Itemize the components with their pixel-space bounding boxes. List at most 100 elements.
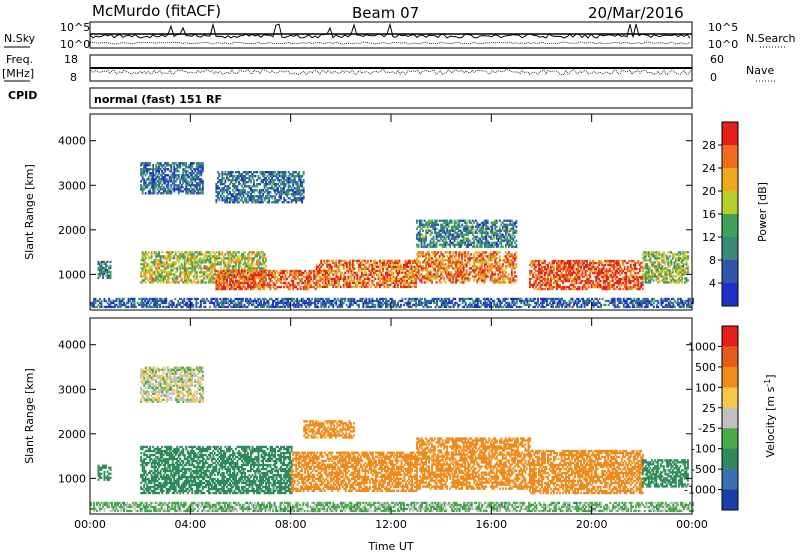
power-cell [197, 184, 200, 187]
power-cell [174, 267, 177, 270]
power-cell [197, 178, 200, 181]
power-cell [371, 283, 374, 286]
power-cell [222, 269, 225, 273]
power-cell [227, 171, 230, 174]
power-cell [150, 192, 153, 195]
power-cell [221, 181, 224, 184]
power-cell [417, 239, 420, 242]
power-cell [229, 281, 231, 285]
power-cell [317, 269, 320, 272]
power-cell [315, 269, 318, 272]
power-cell [302, 197, 305, 200]
power-cell [444, 225, 447, 228]
power-cell [563, 277, 566, 281]
power-cell [566, 267, 569, 271]
power-cell [278, 273, 281, 277]
power-cell [632, 267, 635, 271]
power-cell [470, 253, 473, 256]
power-cell [164, 168, 167, 171]
power-cell [191, 176, 194, 179]
power-cell [253, 183, 255, 186]
power-cell [417, 277, 420, 280]
power-cell [232, 177, 234, 180]
power-cell [611, 263, 614, 267]
power-cell [407, 283, 410, 286]
power-cell [262, 283, 264, 287]
power-cells [90, 162, 694, 309]
power-cell [513, 271, 516, 274]
power-cell [260, 275, 263, 279]
power-cell [248, 177, 251, 180]
power-cell [542, 287, 545, 291]
power-cell [170, 273, 173, 276]
power-cell [192, 255, 195, 258]
power-cell [265, 195, 267, 198]
power-cell [551, 277, 554, 281]
power-cell [167, 281, 170, 284]
power-cell [674, 271, 677, 274]
power-cell [274, 189, 276, 192]
power-cell [241, 199, 243, 202]
power-cell [409, 285, 411, 288]
power-cell [551, 259, 554, 263]
power-cell [242, 263, 245, 266]
power-cell [341, 271, 344, 274]
power-cell [201, 261, 204, 264]
power-cell [213, 259, 216, 262]
power-cell [507, 259, 510, 262]
power-cell [150, 281, 153, 284]
power-cell [477, 275, 480, 278]
power-cell [681, 257, 683, 260]
power-cell [653, 265, 656, 268]
power-cell [216, 197, 219, 200]
power-cell [434, 231, 436, 234]
power-cell [610, 265, 613, 269]
power-cell [446, 243, 449, 246]
power-cell [614, 261, 617, 265]
power-cell [323, 261, 326, 264]
power-cell [232, 285, 234, 289]
power-cell [290, 199, 293, 202]
power-cell [293, 187, 296, 190]
power-cell [296, 191, 299, 194]
power-cell [385, 271, 387, 274]
power-cell [248, 179, 251, 182]
power-cell [634, 273, 637, 277]
power-cell [661, 261, 664, 264]
power-cell [242, 273, 245, 276]
power-cell [304, 279, 307, 283]
power-cell [338, 259, 341, 262]
power-cell [251, 199, 254, 202]
power-cell [323, 279, 326, 282]
power-cell [563, 261, 566, 265]
power-cell [173, 166, 176, 169]
power-cell [492, 265, 495, 268]
power-cell [165, 263, 168, 266]
power-cell [191, 281, 194, 284]
power-cell [646, 271, 649, 274]
power-cell [538, 277, 540, 281]
power-cell [347, 269, 350, 272]
power-cell [317, 273, 320, 276]
power-cell [144, 251, 147, 254]
power-cell [420, 237, 423, 240]
power-cell [347, 275, 350, 278]
power-cell [571, 263, 573, 267]
power-cell [254, 273, 257, 277]
power-cell [474, 259, 477, 262]
power-cell [229, 183, 231, 186]
power-cell [283, 185, 285, 188]
power-cell [404, 271, 407, 274]
power-cell [182, 190, 185, 193]
power-cell [419, 265, 421, 268]
power-cell [423, 255, 426, 258]
power-cell [580, 261, 582, 265]
power-cell [221, 173, 224, 176]
power-cell [227, 177, 230, 180]
power-cell [377, 269, 380, 272]
power-cell [604, 269, 607, 273]
power-cell [162, 271, 165, 274]
power-cell [483, 259, 486, 262]
power-cell [510, 263, 513, 266]
power-cell [244, 267, 246, 270]
